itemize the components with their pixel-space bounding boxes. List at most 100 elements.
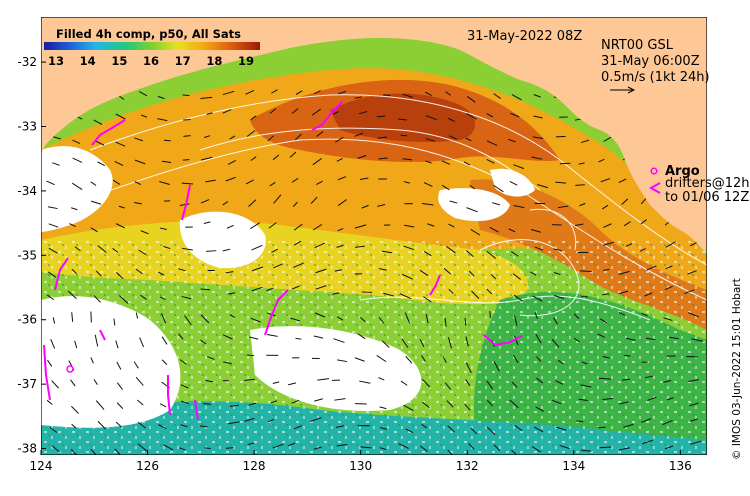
current-arrow	[48, 247, 58, 254]
drifter-legend-icon	[648, 182, 661, 194]
current-arrow	[314, 90, 321, 95]
current-arrow	[292, 201, 298, 207]
current-arrow	[115, 421, 122, 428]
current-arrow	[95, 140, 105, 146]
current-arrow	[93, 295, 101, 303]
current-arrow	[46, 180, 55, 186]
current-arrow	[404, 224, 415, 228]
current-arrow	[493, 184, 504, 193]
current-arrow	[535, 334, 542, 344]
current-arrow	[250, 156, 257, 161]
current-arrow	[90, 448, 97, 455]
current-arrow	[623, 423, 634, 428]
current-arrow	[337, 176, 347, 181]
current-arrow	[486, 158, 495, 164]
current-arrow	[602, 204, 609, 210]
current-arrow	[398, 118, 407, 121]
cloud-gap-west	[41, 146, 113, 232]
current-arrow	[376, 115, 386, 118]
current-arrow	[313, 446, 322, 450]
current-arrow	[379, 406, 387, 410]
current-arrow	[112, 179, 121, 185]
current-arrow	[315, 268, 327, 274]
scale-arrow-head	[627, 86, 636, 94]
current-arrow	[200, 288, 211, 291]
current-arrow	[449, 200, 458, 204]
current-arrow	[312, 223, 323, 231]
current-arrow	[289, 317, 301, 322]
current-arrow	[137, 443, 148, 452]
current-arrow	[463, 161, 471, 166]
current-arrow	[225, 271, 234, 274]
current-arrow	[71, 312, 74, 322]
current-arrow	[206, 112, 213, 115]
current-arrow	[333, 338, 345, 343]
current-arrow	[691, 338, 704, 342]
colorbar-ticks: 13 14 15 16 17 18 19	[48, 54, 254, 68]
current-arrow	[598, 158, 605, 163]
current-arrow	[250, 317, 261, 323]
lon-tick-label: 128	[243, 459, 266, 473]
current-arrow	[163, 245, 171, 250]
current-arrow	[118, 205, 125, 209]
current-arrow	[529, 271, 537, 276]
current-arrow	[93, 379, 98, 385]
current-arrow	[376, 355, 387, 363]
longitude-axis: 124 126 128 130 132 134 136	[30, 450, 692, 473]
current-arrow	[67, 290, 77, 299]
current-arrow	[597, 426, 606, 429]
current-arrow	[310, 196, 318, 204]
current-arrow	[640, 219, 647, 225]
current-arrow	[683, 289, 695, 295]
cloud-gaps	[41, 146, 535, 428]
current-arrow	[446, 400, 454, 408]
current-arrow	[229, 404, 239, 407]
current-arrow	[531, 446, 541, 453]
drifter-track-1	[91, 119, 126, 146]
current-arrow	[273, 194, 282, 204]
current-arrow	[621, 198, 629, 205]
current-arrow	[470, 229, 481, 236]
current-arrow	[600, 178, 611, 183]
current-arrow	[534, 426, 544, 433]
current-arrow	[137, 421, 147, 429]
current-arrow	[574, 223, 584, 226]
current-arrow	[513, 335, 519, 346]
current-arrow	[225, 176, 236, 182]
current-arrow	[90, 181, 97, 186]
current-arrow	[618, 311, 626, 316]
current-arrow	[557, 205, 569, 209]
current-arrow	[448, 288, 454, 294]
current-arrow	[663, 317, 673, 321]
current-arrow	[486, 140, 498, 146]
current-arrow	[160, 312, 167, 324]
current-arrow	[625, 243, 633, 247]
current-arrow	[222, 248, 231, 252]
current-arrow	[222, 90, 235, 96]
current-arrow	[642, 439, 654, 445]
current-arrow	[112, 247, 119, 253]
current-arrow	[532, 136, 544, 140]
current-arrow	[402, 93, 414, 98]
current-arrow	[359, 177, 369, 181]
current-arrow	[378, 268, 387, 271]
current-arrow	[95, 270, 102, 277]
current-arrow	[491, 202, 500, 206]
argo-float-marker	[66, 365, 74, 373]
current-arrow	[134, 159, 146, 165]
current-arrow	[337, 228, 344, 232]
lon-tick-label: 136	[669, 459, 692, 473]
current-arrow	[465, 379, 471, 386]
current-arrow	[603, 136, 612, 142]
current-arrow	[511, 449, 517, 455]
current-arrow	[293, 262, 304, 268]
current-arrow	[602, 268, 610, 271]
cloud-gap-southwest	[41, 296, 181, 428]
current-arrow	[50, 338, 56, 349]
current-arrow	[401, 338, 409, 348]
current-arrow	[511, 381, 518, 388]
current-arrow	[471, 290, 480, 299]
current-arrow	[665, 265, 673, 270]
drifter-track-2	[311, 101, 343, 131]
